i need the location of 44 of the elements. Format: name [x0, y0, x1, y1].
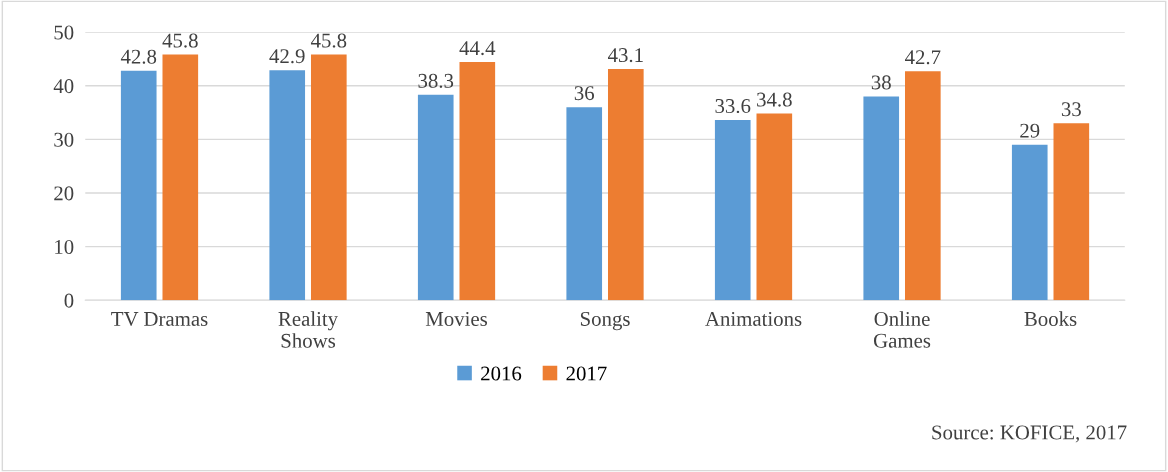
x-tick-label: Books [1024, 311, 1077, 326]
data-label: 33.6 [715, 99, 751, 114]
bar [120, 70, 157, 301]
y-tick-label: 0 [64, 293, 74, 308]
data-label: 42.7 [905, 50, 941, 65]
x-tick-label: Songs [580, 311, 630, 331]
bar [269, 70, 306, 301]
y-tick-label: 20 [54, 186, 74, 201]
data-label: 36 [574, 86, 595, 101]
y-tick-label: 10 [55, 239, 74, 255]
bar [1053, 123, 1090, 301]
y-tick-label: 30 [54, 132, 74, 147]
data-label: 38.3 [418, 73, 454, 88]
bar [162, 54, 199, 301]
data-label: 45.8 [162, 33, 198, 48]
bar [1011, 144, 1048, 301]
data-label: 42.8 [120, 49, 157, 64]
bar [310, 54, 347, 301]
data-label: 29 [1020, 123, 1040, 138]
y-tick-label: 50 [54, 25, 74, 40]
bar [459, 62, 496, 301]
bar [905, 71, 941, 301]
x-tick-label: Animations [705, 311, 802, 326]
x-tick-label: Reality Shows [278, 311, 339, 348]
data-label: 38 [871, 75, 891, 90]
bar [607, 69, 644, 301]
bar [756, 113, 793, 301]
source-note: Source: KOFICE, 2017 [932, 425, 1127, 443]
x-tick-label: Online Games [873, 311, 931, 348]
x-tick-label: Movies [425, 311, 488, 326]
data-label: 33 [1061, 102, 1081, 117]
data-label: 43.1 [607, 48, 643, 63]
data-label: 42.9 [269, 49, 305, 64]
legend-label: 2017 [566, 366, 607, 381]
y-tick-label: 40 [53, 79, 74, 94]
data-label: 45.8 [310, 33, 347, 48]
data-label: 34.8 [757, 92, 792, 107]
bar [714, 120, 751, 301]
bar [566, 107, 603, 301]
bar [863, 96, 900, 301]
legend-label: 2016 [481, 366, 522, 381]
x-tick-label: TV Dramas [111, 312, 208, 327]
data-label: 44.4 [459, 41, 496, 56]
bar [417, 94, 454, 301]
